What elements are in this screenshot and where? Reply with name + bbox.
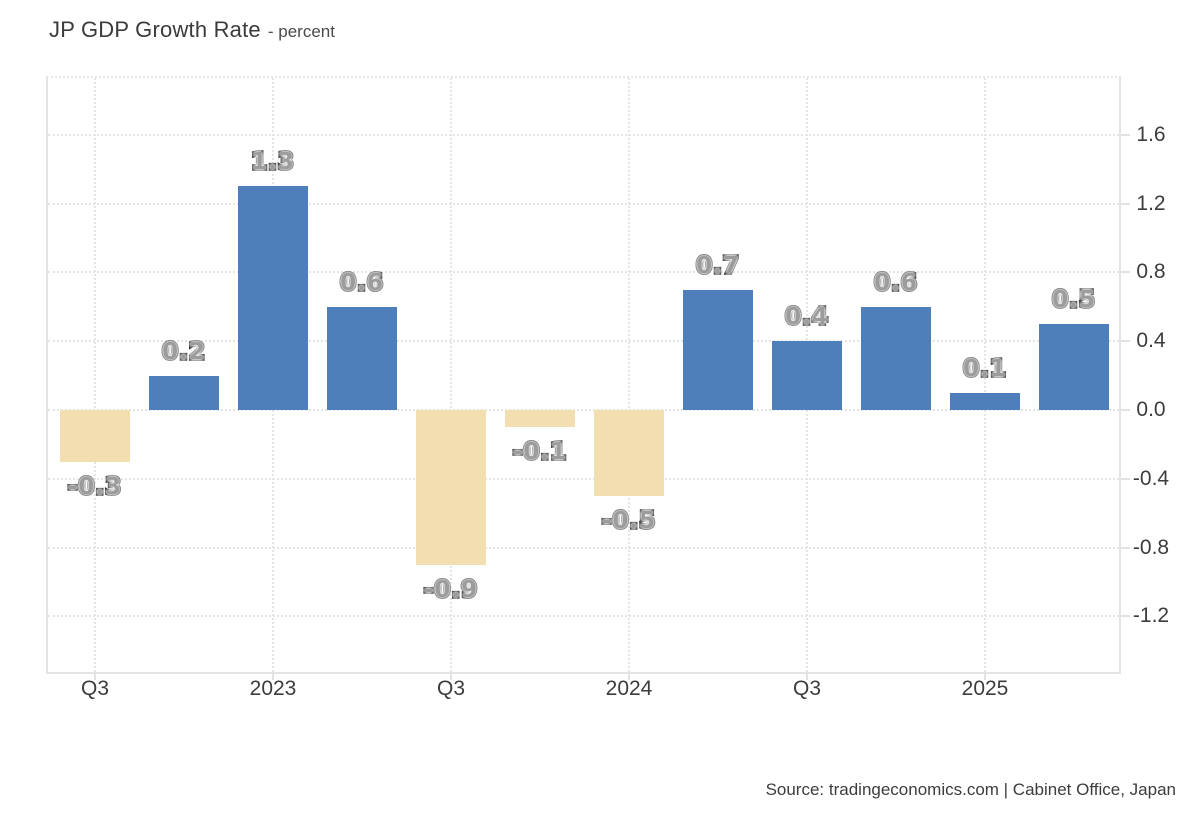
- x-axis-tick: [450, 674, 452, 680]
- h-gridline: [48, 340, 1119, 342]
- chart-title: JP GDP Growth Rate - percent: [49, 17, 335, 43]
- y-axis-label: 0.4: [1136, 329, 1166, 352]
- y-axis-tick: [1121, 271, 1130, 273]
- bar: [416, 410, 486, 565]
- y-axis-label: 1.2: [1136, 192, 1166, 215]
- bar-value-label: 0.2: [160, 337, 206, 367]
- bar-value-label: -0.1: [511, 437, 568, 467]
- bar-value-label: -0.5: [600, 506, 657, 536]
- bar: [683, 290, 753, 410]
- bar-value-label: 0.1: [961, 354, 1007, 384]
- x-axis-tick: [272, 674, 274, 680]
- x-axis-tick: [984, 674, 986, 680]
- v-gridline: [628, 78, 630, 672]
- y-axis-label: 0.8: [1136, 260, 1166, 283]
- x-axis-label: 2024: [605, 677, 653, 700]
- bar-value-label: -0.9: [422, 575, 479, 605]
- bar-value-label: 0.5: [1050, 285, 1096, 315]
- plot-area: -0.3 0.2 1.3 0.6 -0.9 -0.1 -0.5 0.7 0.4 0.6 0.1 0.5: [46, 76, 1121, 674]
- bar: [505, 410, 575, 427]
- bar: [772, 341, 842, 410]
- x-axis-label: 2023: [249, 677, 297, 700]
- bar: [149, 376, 219, 410]
- y-axis-tick: [1121, 615, 1130, 617]
- y-axis-tick: [1121, 340, 1130, 342]
- x-axis-label: Q3: [436, 677, 465, 700]
- bar-value-label: 0.6: [338, 268, 384, 298]
- x-axis-label: 2025: [961, 677, 1009, 700]
- bar: [238, 186, 308, 410]
- h-gridline: [48, 547, 1119, 549]
- x-axis-tick: [94, 674, 96, 680]
- bar: [1039, 324, 1109, 410]
- y-axis-label: 0.0: [1136, 398, 1166, 421]
- h-gridline: [48, 615, 1119, 617]
- h-gridline: [48, 203, 1119, 205]
- y-axis-label: 1.6: [1136, 123, 1166, 146]
- bar-value-label: -0.3: [66, 472, 123, 502]
- bar-value-label: 0.4: [783, 302, 829, 332]
- y-axis-tick: [1121, 547, 1130, 549]
- bar-value-label: 0.7: [694, 251, 740, 281]
- y-axis-label: -1.2: [1132, 604, 1170, 627]
- bar: [327, 307, 397, 410]
- bar-value-label: 0.6: [872, 268, 918, 298]
- bar: [861, 307, 931, 410]
- source-attribution: Source: tradingeconomics.com | Cabinet O…: [765, 780, 1176, 799]
- bar: [594, 410, 664, 496]
- h-gridline: [48, 134, 1119, 136]
- x-axis-label: Q3: [792, 677, 821, 700]
- h-gridline: [48, 478, 1119, 480]
- x-axis-tick: [628, 674, 630, 680]
- x-axis-label: Q3: [80, 677, 109, 700]
- bar: [950, 393, 1020, 410]
- y-axis-tick: [1121, 203, 1130, 205]
- chart-title-text: JP GDP Growth Rate: [49, 17, 261, 42]
- y-axis-tick: [1121, 409, 1130, 411]
- x-axis-tick: [806, 674, 808, 680]
- y-axis-tick: [1121, 134, 1130, 136]
- y-axis-tick: [1121, 478, 1130, 480]
- bar-value-label: 1.3: [249, 147, 295, 177]
- bar: [60, 410, 130, 462]
- v-gridline: [984, 78, 986, 672]
- h-gridline: [48, 271, 1119, 273]
- h-gridline: [48, 409, 1119, 411]
- v-gridline: [450, 78, 452, 672]
- v-gridline: [94, 78, 96, 672]
- y-axis-label: -0.8: [1132, 536, 1170, 559]
- chart-title-unit: - percent: [267, 22, 335, 41]
- y-axis-label: -0.4: [1132, 467, 1170, 490]
